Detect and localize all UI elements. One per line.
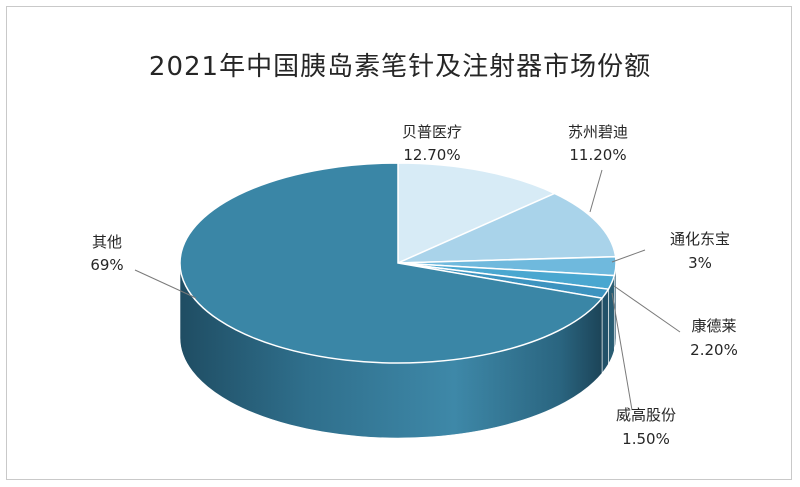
slice-value-label: 2.20%: [690, 341, 738, 359]
pie-top-slices: [179, 162, 617, 364]
slice-name-label: 苏州碧迪: [568, 123, 628, 141]
leader-line-3: [613, 285, 681, 333]
slice-value-label: 1.50%: [622, 430, 670, 448]
slice-name-label: 康德莱: [691, 317, 736, 335]
pie-slice-0: [397, 162, 557, 265]
pie-slice-5: [179, 162, 604, 364]
slice-labels: 贝普医疗 12.70% 苏州碧迪 11.20% 通化东宝 3% 康德莱 2.20% 威高股份 1.…: [90, 123, 738, 448]
slice-name-label: 威高股份: [616, 406, 676, 424]
chart-title: 2021年中国胰岛素笔针及注射器市场份额: [148, 52, 652, 82]
leader-line-4: [611, 292, 633, 411]
leader-line-5: [134, 269, 197, 299]
slice-value-label: 11.20%: [569, 146, 626, 164]
slice-value-label: 12.70%: [403, 146, 460, 164]
leader-lines: [134, 169, 681, 411]
pie-side-walls: [179, 262, 617, 439]
leader-line-1: [589, 169, 603, 213]
slice-name-label: 其他: [92, 233, 122, 251]
slice-value-label: 69%: [90, 256, 123, 274]
slice-value-label: 3%: [688, 254, 712, 272]
slice-name-label: 通化东宝: [670, 230, 730, 248]
side-wall-4: [601, 288, 609, 375]
slice-name-label: 贝普医疗: [402, 123, 462, 141]
pie-slice-1: [397, 192, 617, 264]
leader-line-2: [611, 249, 646, 263]
